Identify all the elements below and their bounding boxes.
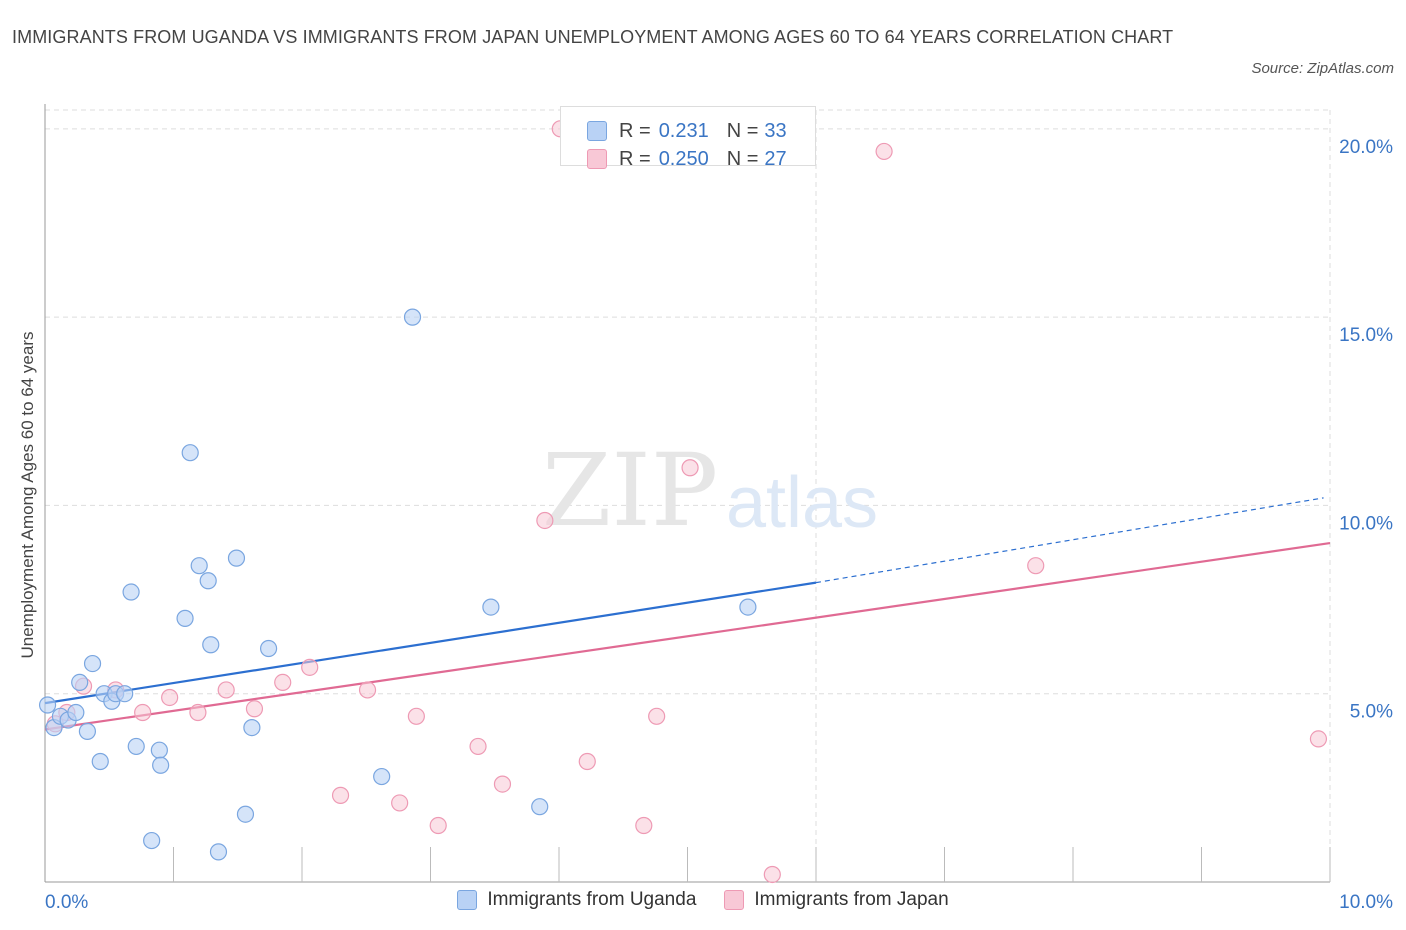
legend-label-uganda: Immigrants from Uganda (487, 889, 697, 910)
japan-point (161, 688, 179, 707)
uganda-point (152, 756, 170, 774)
r-value-japan: 0.250 (658, 147, 709, 170)
y-tick-label: 10.0% (1339, 513, 1393, 534)
uganda-point (531, 798, 549, 816)
r-label: R = (619, 147, 651, 170)
japan-point (875, 142, 893, 161)
uganda-point (373, 767, 391, 786)
uganda-point (190, 557, 208, 575)
trend-lines (44, 497, 1331, 731)
uganda-point (739, 598, 757, 616)
uganda-point (199, 572, 217, 590)
uganda-point (116, 685, 134, 703)
trend-line-uganda (44, 581, 817, 705)
japan-point (1309, 730, 1328, 748)
japan-point (635, 816, 653, 835)
uganda-point (227, 549, 246, 567)
uganda-point (38, 696, 57, 714)
uganda-point (143, 831, 161, 850)
y-tick-label: 15.0% (1339, 325, 1393, 346)
japan-point (189, 703, 207, 722)
legend-swatch-japan (724, 890, 745, 910)
tick-labels: 5.0% 10.0% 15.0% 20.0% 0.0% 10.0% (45, 137, 1393, 913)
n-label: N = (726, 119, 759, 142)
japan-point (763, 865, 781, 884)
uganda-point (482, 598, 500, 616)
r-value-uganda: 0.231 (658, 119, 709, 142)
watermark-zip: ZIP (542, 432, 718, 549)
uganda-point (127, 737, 145, 756)
uganda-point (71, 673, 89, 692)
x-tick-label: 0.0% (45, 892, 88, 913)
uganda-point (150, 741, 168, 759)
uganda-point (83, 654, 102, 673)
y-tick-label: 5.0% (1350, 702, 1393, 723)
uganda-point (209, 843, 228, 861)
japan-point (648, 707, 666, 725)
japan-point (681, 459, 699, 477)
uganda-point (91, 752, 109, 771)
uganda-point (122, 583, 140, 601)
legend-row-japan: R = 0.250 N = 27 (587, 145, 787, 173)
legend-swatch-japan (587, 149, 607, 169)
legend-swatch-uganda (457, 890, 478, 910)
japan-point (469, 737, 487, 756)
n-value-uganda: 33 (764, 119, 787, 142)
y-tick-label: 20.0% (1339, 137, 1393, 158)
japan-point (217, 681, 235, 699)
legend-item-uganda[interactable]: Immigrants from Uganda (457, 889, 696, 911)
japan-point (134, 703, 152, 722)
japan-point (429, 816, 447, 835)
r-label: R = (619, 119, 651, 142)
source-label: Source: ZipAtlas.com (1251, 60, 1394, 77)
uganda-point (403, 308, 422, 326)
legend-label-japan: Immigrants from Japan (754, 889, 949, 910)
n-value-japan: 27 (764, 147, 787, 170)
japan-point (274, 673, 292, 692)
chart-title: IMMIGRANTS FROM UGANDA VS IMMIGRANTS FRO… (12, 27, 1174, 47)
uganda-point (78, 722, 97, 740)
uganda-point (67, 703, 85, 722)
uganda-point (176, 609, 194, 627)
japan-point (536, 511, 554, 530)
trend-line-japan (44, 541, 1331, 731)
japan-point (358, 681, 377, 699)
uganda-point (259, 639, 278, 658)
japan-point (331, 786, 350, 804)
japan-point (245, 700, 264, 718)
japan-point (301, 658, 319, 676)
uganda-point (202, 636, 220, 654)
uganda-point (236, 805, 255, 823)
uganda-point (243, 718, 261, 737)
legend-item-japan[interactable]: Immigrants from Japan (724, 889, 949, 911)
japan-point (1027, 557, 1045, 575)
legend-swatch-uganda (587, 121, 607, 141)
japan-point (391, 794, 409, 812)
legend-row-uganda: R = 0.231 N = 33 (587, 117, 787, 145)
japan-point (407, 707, 425, 725)
axes (44, 104, 1331, 883)
uganda-point (181, 444, 199, 462)
correlation-legend: R = 0.231 N = 33 R = 0.250 N = 27 (560, 106, 816, 170)
japan-point (578, 752, 596, 771)
x-tick-label: 10.0% (1339, 892, 1393, 913)
japan-point (493, 775, 512, 793)
watermark-atlas: atlas (726, 463, 878, 543)
series-legend: Immigrants from Uganda Immigrants from J… (0, 889, 1406, 911)
n-label: N = (726, 147, 759, 170)
uganda-points (38, 308, 757, 861)
watermark: ZIP atlas (542, 432, 878, 549)
trend-line-uganda-extension (815, 497, 1324, 584)
